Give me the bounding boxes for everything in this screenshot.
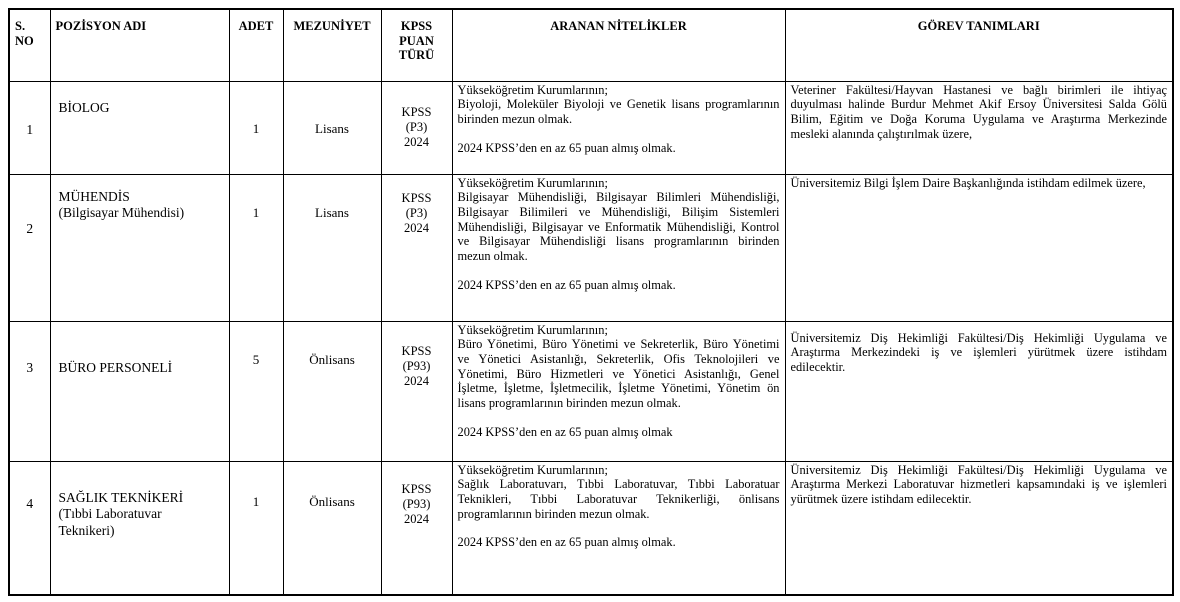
table-row: 1 BİOLOG 1 Lisans KPSS (P3) 2024 Yüksekö… xyxy=(8,80,1174,175)
cell-row-number: 3 xyxy=(8,320,51,462)
cell-kpss: KPSS (P93) 2024 xyxy=(380,320,453,462)
cell-row-number: 2 xyxy=(8,173,51,322)
column-header-nitelikler-label: ARANAN NİTELİKLER xyxy=(550,19,687,33)
pozisyon-text: SAĞLIK TEKNİKERİ (Tıbbi Laboratuvar Tekn… xyxy=(58,489,184,538)
column-header-kpss: KPSS PUAN TÜRÜ xyxy=(380,8,453,82)
nitelikler-kpss-requirement: 2024 KPSS’den en az 65 puan almış olmak. xyxy=(457,277,676,292)
column-header-mezuniyet-label: MEZUNİYET xyxy=(293,19,371,33)
kpss-text: KPSS (P93) 2024 xyxy=(401,481,432,526)
cell-mezuniyet: Lisans xyxy=(282,173,382,322)
cell-gorev: Üniversitemiz Diş Hekimliği Fakültesi/Di… xyxy=(784,320,1174,462)
cell-gorev: Üniversitemiz Bilgi İşlem Daire Başkanlı… xyxy=(784,173,1174,322)
nitelikler-kpss-requirement: 2024 KPSS’den en az 65 puan almış olmak. xyxy=(457,140,676,155)
cell-nitelikler: Yükseköğretim Kurumlarının; Büro Yönetim… xyxy=(451,320,786,462)
cell-mezuniyet: Önlisans xyxy=(282,460,382,596)
pozisyon-text: BÜRO PERSONELİ xyxy=(58,359,173,375)
column-header-pozisyon-label: POZİSYON ADI xyxy=(55,19,147,33)
cell-mezuniyet: Önlisans xyxy=(282,320,382,462)
column-header-gorev: GÖREV TANIMLARI xyxy=(784,8,1174,82)
column-header-pozisyon: POZİSYON ADI xyxy=(49,8,230,82)
cell-kpss: KPSS (P93) 2024 xyxy=(380,460,453,596)
nitelikler-intro: Yükseköğretim Kurumlarının; xyxy=(457,82,608,97)
cell-gorev: Üniversitemiz Diş Hekimliği Fakültesi/Di… xyxy=(784,460,1174,596)
cell-mezuniyet: Lisans xyxy=(282,80,382,175)
cell-nitelikler: Yükseköğretim Kurumlarının; Biyoloji, Mo… xyxy=(451,80,786,175)
nitelikler-body: Sağlık Laboratuvarı, Tıbbi Laboratuvar, … xyxy=(457,477,780,521)
cell-gorev: Veteriner Fakültesi/Hayvan Hastanesi ve … xyxy=(784,80,1174,175)
table-row: 3 BÜRO PERSONELİ 5 Önlisans KPSS (P93) 2… xyxy=(8,320,1174,462)
cell-adet: 1 xyxy=(228,173,284,322)
gorev-text: Üniversitemiz Bilgi İşlem Daire Başkanlı… xyxy=(790,175,1146,190)
cell-nitelikler: Yükseköğretim Kurumlarının; Sağlık Labor… xyxy=(451,460,786,596)
nitelikler-intro: Yükseköğretim Kurumlarının; xyxy=(457,322,608,337)
nitelikler-body: Biyoloji, Moleküler Biyoloji ve Genetik … xyxy=(457,97,780,126)
column-header-adet: ADET xyxy=(228,8,284,82)
gorev-text: Veteriner Fakültesi/Hayvan Hastanesi ve … xyxy=(790,82,1168,141)
nitelikler-body: Bilgisayar Mühendisliği, Bilgisayar Bili… xyxy=(457,190,780,264)
column-header-nitelikler: ARANAN NİTELİKLER xyxy=(451,8,786,82)
table-row: 4 SAĞLIK TEKNİKERİ (Tıbbi Laboratuvar Te… xyxy=(8,460,1174,596)
cell-adet: 5 xyxy=(228,320,284,462)
pozisyon-text: MÜHENDİS (Bilgisayar Mühendisi) xyxy=(58,188,185,221)
kpss-text: KPSS (P93) 2024 xyxy=(401,343,432,388)
kpss-text: KPSS (P3) 2024 xyxy=(401,190,432,235)
cell-kpss: KPSS (P3) 2024 xyxy=(380,173,453,322)
column-header-sno-label: S. NO xyxy=(15,19,34,48)
column-header-kpss-label: KPSS PUAN TÜRÜ xyxy=(398,19,435,62)
nitelikler-intro: Yükseköğretim Kurumlarının; xyxy=(457,175,608,190)
gorev-text: Üniversitemiz Diş Hekimliği Fakültesi/Di… xyxy=(790,330,1168,374)
cell-kpss: KPSS (P3) 2024 xyxy=(380,80,453,175)
cell-adet: 1 xyxy=(228,80,284,175)
cell-pozisyon: MÜHENDİS (Bilgisayar Mühendisi) xyxy=(49,173,230,322)
nitelikler-kpss-requirement: 2024 KPSS’den en az 65 puan almış olmak xyxy=(457,424,673,439)
gorev-text: Üniversitemiz Diş Hekimliği Fakültesi/Di… xyxy=(790,462,1168,506)
pozisyon-text: BİOLOG xyxy=(58,99,110,115)
nitelikler-intro: Yükseköğretim Kurumlarının; xyxy=(457,462,608,477)
cell-row-number: 4 xyxy=(8,460,51,596)
cell-pozisyon: BÜRO PERSONELİ xyxy=(49,320,230,462)
table-row: 2 MÜHENDİS (Bilgisayar Mühendisi) 1 Lisa… xyxy=(8,173,1174,322)
header-row: S. NO POZİSYON ADI ADET MEZUNİYET KPSS P… xyxy=(8,8,1174,82)
column-header-gorev-label: GÖREV TANIMLARI xyxy=(917,19,1040,33)
cell-row-number: 1 xyxy=(8,80,51,175)
cell-pozisyon: SAĞLIK TEKNİKERİ (Tıbbi Laboratuvar Tekn… xyxy=(49,460,230,596)
nitelikler-kpss-requirement: 2024 KPSS’den en az 65 puan almış olmak. xyxy=(457,535,676,550)
cell-pozisyon: BİOLOG xyxy=(49,80,230,175)
job-positions-table: S. NO POZİSYON ADI ADET MEZUNİYET KPSS P… xyxy=(8,8,1174,596)
column-header-adet-label: ADET xyxy=(238,19,274,33)
column-header-sno: S. NO xyxy=(8,8,51,82)
cell-nitelikler: Yükseköğretim Kurumlarının; Bilgisayar M… xyxy=(451,173,786,322)
cell-adet: 1 xyxy=(228,460,284,596)
column-header-mezuniyet: MEZUNİYET xyxy=(282,8,382,82)
kpss-text: KPSS (P3) 2024 xyxy=(401,104,432,149)
nitelikler-body: Büro Yönetimi, Büro Yönetimi ve Sekreter… xyxy=(457,337,780,411)
